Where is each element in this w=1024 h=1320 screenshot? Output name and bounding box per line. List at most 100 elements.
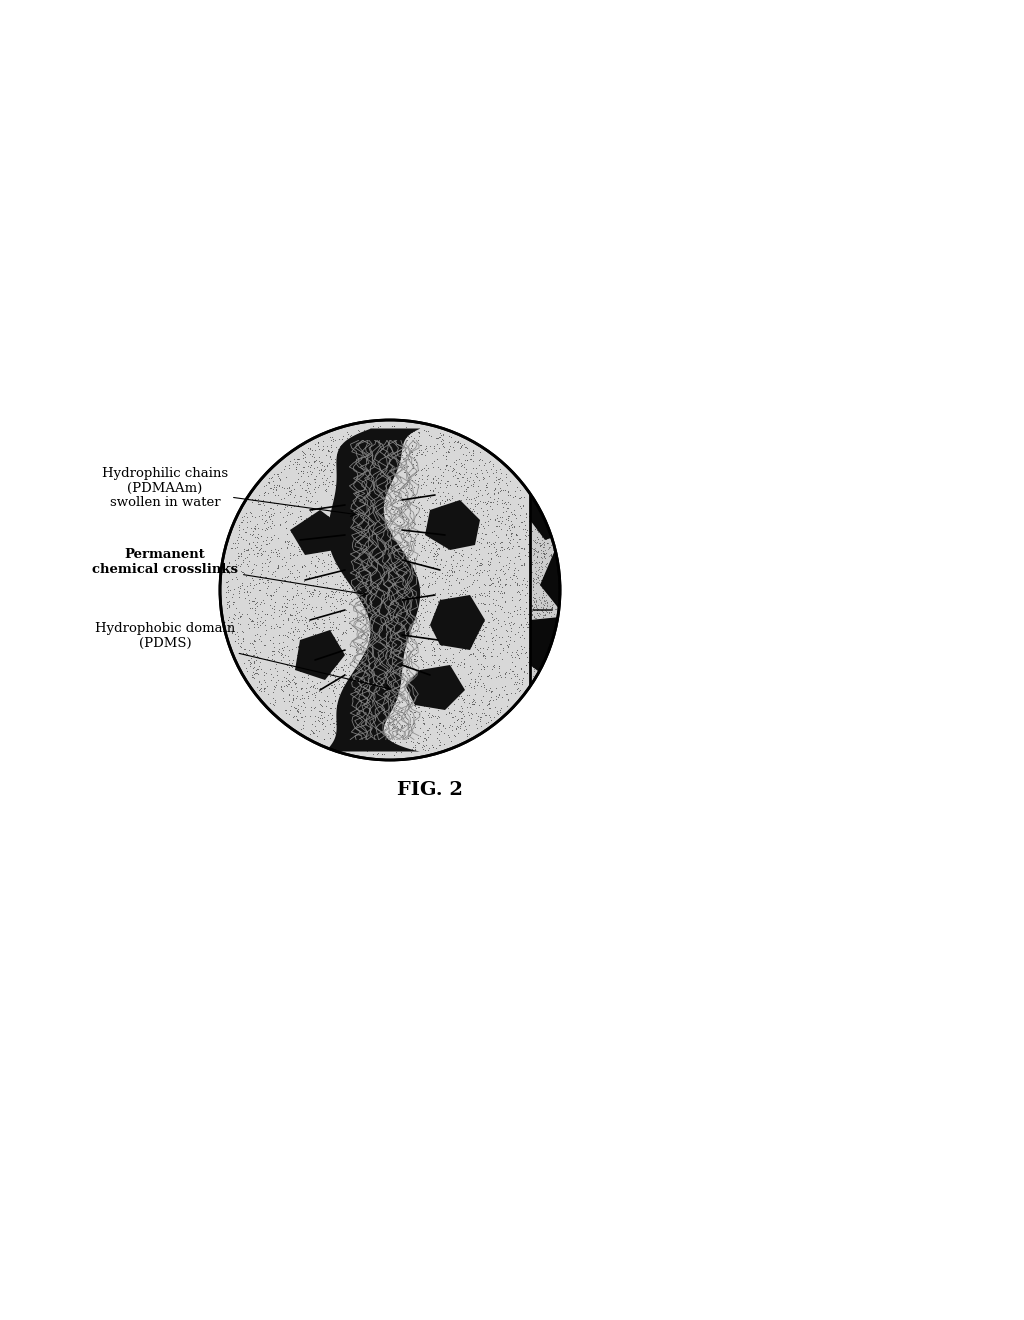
Point <box>689 609 706 630</box>
Point <box>371 482 387 503</box>
Point <box>677 490 693 511</box>
Point <box>307 469 324 490</box>
Point <box>750 385 766 407</box>
Point <box>381 737 397 758</box>
Point <box>773 680 790 701</box>
Point <box>439 539 456 560</box>
Point <box>714 384 730 405</box>
Point <box>833 560 849 581</box>
Point <box>823 529 840 550</box>
Point <box>503 620 519 642</box>
Point <box>679 549 695 570</box>
Point <box>423 471 439 492</box>
Point <box>567 656 584 677</box>
Point <box>633 498 649 519</box>
Point <box>742 432 759 453</box>
Point <box>229 548 246 569</box>
Point <box>809 677 825 698</box>
Point <box>623 616 639 638</box>
Point <box>791 383 807 404</box>
Point <box>635 465 651 486</box>
Point <box>317 643 334 664</box>
Point <box>479 636 496 657</box>
Point <box>728 532 744 553</box>
Point <box>474 548 490 569</box>
Point <box>646 405 663 426</box>
Point <box>561 466 578 487</box>
Point <box>366 702 382 723</box>
Point <box>741 480 758 502</box>
Point <box>407 529 423 550</box>
Point <box>838 490 854 511</box>
Point <box>490 527 507 548</box>
Point <box>752 407 768 428</box>
Point <box>780 546 797 568</box>
Point <box>565 428 582 449</box>
Point <box>547 643 563 664</box>
Point <box>741 409 758 430</box>
Point <box>810 418 826 440</box>
Point <box>608 586 625 607</box>
Point <box>540 449 556 470</box>
Point <box>797 407 813 428</box>
Point <box>483 603 500 624</box>
Point <box>450 607 466 628</box>
Point <box>718 436 734 457</box>
Point <box>488 667 505 688</box>
Point <box>679 544 695 565</box>
Point <box>632 454 648 475</box>
Point <box>700 704 717 725</box>
Point <box>519 533 536 554</box>
Point <box>635 659 651 680</box>
Point <box>729 648 745 669</box>
Point <box>714 700 730 721</box>
Point <box>836 426 852 447</box>
Point <box>796 494 812 515</box>
Point <box>678 717 694 738</box>
Point <box>640 430 656 451</box>
Point <box>550 527 566 548</box>
Point <box>850 533 866 554</box>
Point <box>635 642 651 663</box>
Point <box>471 544 487 565</box>
Point <box>605 384 622 405</box>
Point <box>643 566 659 587</box>
Point <box>729 504 745 525</box>
Point <box>655 693 672 714</box>
Point <box>819 499 836 520</box>
Point <box>473 659 489 680</box>
Point <box>773 395 790 416</box>
Point <box>765 692 781 713</box>
Point <box>418 681 434 702</box>
Point <box>834 445 850 466</box>
Point <box>460 477 476 498</box>
Point <box>760 624 776 645</box>
Point <box>752 578 768 599</box>
Point <box>418 474 434 495</box>
Point <box>459 492 475 513</box>
Point <box>566 668 583 689</box>
Point <box>378 636 394 657</box>
Point <box>334 590 350 611</box>
Point <box>646 512 663 533</box>
Point <box>322 616 338 638</box>
Point <box>474 610 490 631</box>
Point <box>680 705 696 726</box>
Point <box>582 453 598 474</box>
Point <box>726 393 742 414</box>
Point <box>520 524 537 545</box>
Point <box>696 638 713 659</box>
Point <box>501 663 517 684</box>
Point <box>859 568 876 589</box>
Point <box>307 561 324 582</box>
Point <box>536 590 552 611</box>
Point <box>628 536 644 557</box>
Point <box>611 507 628 528</box>
Point <box>866 635 883 656</box>
Point <box>772 595 788 616</box>
Point <box>715 432 731 453</box>
Point <box>280 636 296 657</box>
Point <box>407 609 423 630</box>
Point <box>314 708 331 729</box>
Point <box>627 583 643 605</box>
